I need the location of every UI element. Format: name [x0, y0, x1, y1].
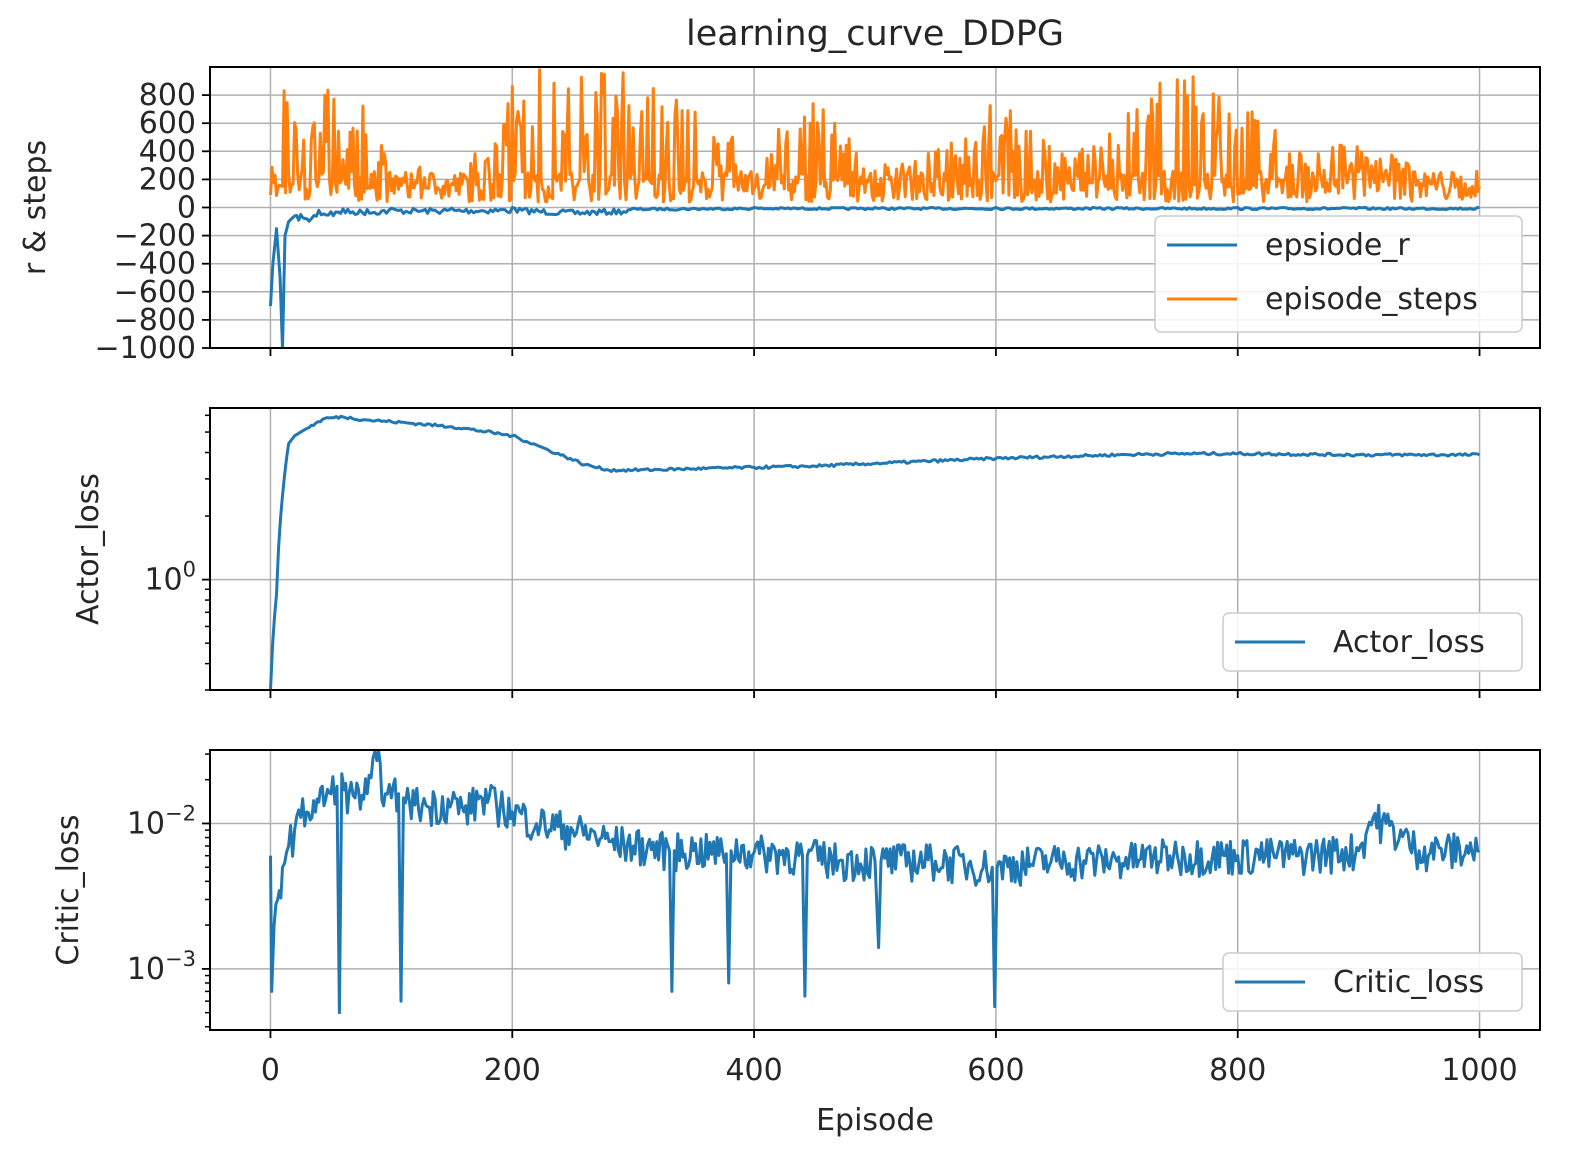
legend-box [1154, 215, 1523, 333]
y-tick-label: −200 [114, 219, 196, 254]
y-tick-label: −400 [114, 247, 196, 282]
x-tick-label: 800 [1209, 1053, 1266, 1088]
actor-loss-panel: 100 Actor_loss Actor_loss [71, 407, 1541, 698]
series-line-Critic-loss [269, 750, 1480, 1015]
y-tick-label: 10−2 [127, 801, 196, 841]
series-line-episode-steps [269, 68, 1481, 204]
axes-frame [209, 749, 1541, 1031]
y-tick-label: 800 [139, 78, 196, 113]
y-tick-label: −1000 [95, 331, 196, 366]
y-tick-label: 100 [144, 558, 196, 598]
y-tick-label: −600 [114, 275, 196, 310]
y-tick-label: 10−3 [127, 947, 196, 987]
x-axis-label: Episode [816, 1103, 934, 1138]
y-axis-label: Actor_loss [71, 473, 106, 625]
figure-title: learning_curve_DDPG [686, 14, 1064, 54]
x-tick-label: 0 [261, 1053, 280, 1088]
critic-loss-panel: 10−2 10−3 Critic_loss Critic_loss [51, 749, 1541, 1038]
y-tick-label: 600 [139, 106, 196, 141]
series-line-Actor-loss [269, 414, 1481, 690]
y-tick-label: 0 [177, 191, 196, 226]
legend: Actor_loss [1222, 612, 1523, 672]
legend: epsiode_r episode_steps [1154, 215, 1523, 333]
y-axis-label: r & steps [18, 140, 53, 275]
legend-label: epsiode_r [1265, 228, 1410, 263]
legend-box [1222, 612, 1523, 672]
legend-box [1222, 952, 1523, 1012]
x-tick-label: 1000 [1441, 1053, 1517, 1088]
y-tick-label: 400 [139, 134, 196, 169]
x-tick-label: 400 [725, 1053, 782, 1088]
legend-label: Actor_loss [1333, 625, 1485, 660]
y-axis-label: Critic_loss [51, 814, 86, 965]
axes-frame [209, 407, 1541, 691]
series-line-epsiode-r [269, 206, 1480, 348]
legend-label: Critic_loss [1333, 965, 1484, 1000]
legend: Critic_loss [1222, 952, 1523, 1012]
y-tick-label: 200 [139, 162, 196, 197]
x-tick-labels: 0 200 400 600 800 1000 [261, 1053, 1518, 1088]
legend-label: episode_steps [1265, 282, 1478, 317]
y-tick-label: −800 [114, 303, 196, 338]
x-tick-label: 200 [484, 1053, 541, 1088]
x-tick-label: 600 [967, 1053, 1024, 1088]
